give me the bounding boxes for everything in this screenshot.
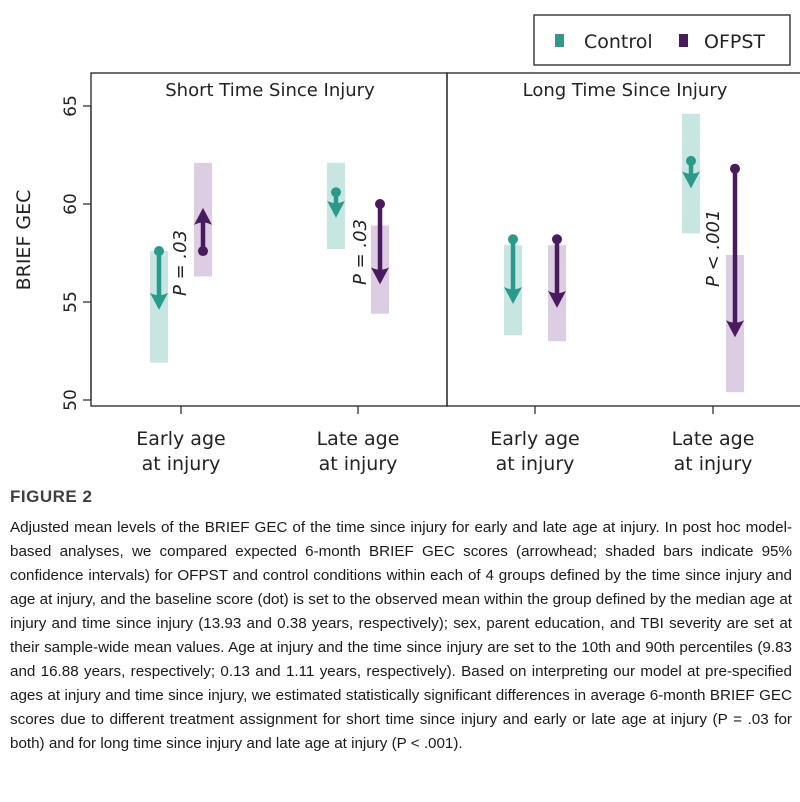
panel-title-short: Short Time Since Injury bbox=[165, 80, 375, 101]
legend-label-ofpst: OFPST bbox=[704, 31, 765, 53]
legend-box bbox=[533, 14, 791, 66]
arrow-head-1-0-control bbox=[504, 286, 522, 304]
panel-frame-short bbox=[90, 72, 448, 407]
y-tick-label-55: 55 bbox=[61, 291, 81, 313]
legend-label-control: Control bbox=[584, 31, 653, 53]
x-tick-label-short-late-line1: Late age bbox=[317, 428, 400, 450]
x-tick-label-long-late-line1: Late age bbox=[672, 428, 755, 450]
figure-label: FIGURE 2 bbox=[10, 487, 93, 506]
arrow-head-0-0-control bbox=[150, 292, 168, 310]
arrow-head-0-0-ofpst bbox=[194, 207, 212, 225]
baseline-dot-0-1-control bbox=[331, 187, 341, 198]
legend-swatch-control bbox=[555, 34, 564, 47]
baseline-dot-0-0-control bbox=[154, 246, 164, 257]
figure-caption: Adjusted mean levels of the BRIEF GEC of… bbox=[10, 519, 792, 752]
x-tick-label-short-early-line1: Early age bbox=[136, 428, 225, 450]
brief-gec-chart: Control OFPST Short Time Since Injury Lo… bbox=[13, 14, 800, 475]
arrow-head-0-1-ofpst bbox=[371, 267, 389, 285]
p-value-long-late: P < .001 bbox=[703, 210, 724, 287]
panel-frame-long bbox=[446, 72, 800, 407]
baseline-dot-1-1-ofpst bbox=[730, 163, 740, 174]
baseline-dot-1-0-control bbox=[508, 234, 518, 245]
baseline-dot-1-1-control bbox=[686, 155, 696, 166]
panel-title-long: Long Time Since Injury bbox=[523, 80, 728, 101]
baseline-dot-1-0-ofpst bbox=[552, 234, 562, 245]
arrow-head-1-1-control bbox=[682, 171, 700, 189]
arrow-head-1-1-ofpst bbox=[726, 320, 744, 338]
arrow-head-0-1-control bbox=[327, 200, 345, 218]
legend-swatch-ofpst bbox=[679, 34, 688, 47]
y-tick-label-65: 65 bbox=[61, 95, 81, 117]
x-tick-label-short-late-line2: at injury bbox=[319, 453, 398, 475]
p-value-short-late: P = .03 bbox=[350, 219, 371, 285]
y-axis-title: BRIEF GEC bbox=[13, 190, 35, 291]
arrows bbox=[150, 155, 744, 338]
y-axis: 50 55 60 65 bbox=[61, 95, 714, 414]
y-tick-label-60: 60 bbox=[61, 193, 81, 215]
x-tick-label-long-early-line1: Early age bbox=[490, 428, 579, 450]
legend: Control OFPST bbox=[533, 14, 791, 66]
arrow-head-1-0-ofpst bbox=[548, 290, 566, 308]
baseline-dot-0-0-ofpst bbox=[198, 246, 208, 257]
x-tick-label-long-late-line2: at injury bbox=[674, 453, 753, 475]
x-tick-label-long-early-line2: at injury bbox=[496, 453, 575, 475]
p-value-short-early: P = .03 bbox=[170, 230, 191, 296]
baseline-dot-0-1-ofpst bbox=[375, 199, 385, 209]
x-tick-label-short-early-line2: at injury bbox=[142, 453, 221, 475]
y-tick-label-50: 50 bbox=[61, 389, 81, 411]
